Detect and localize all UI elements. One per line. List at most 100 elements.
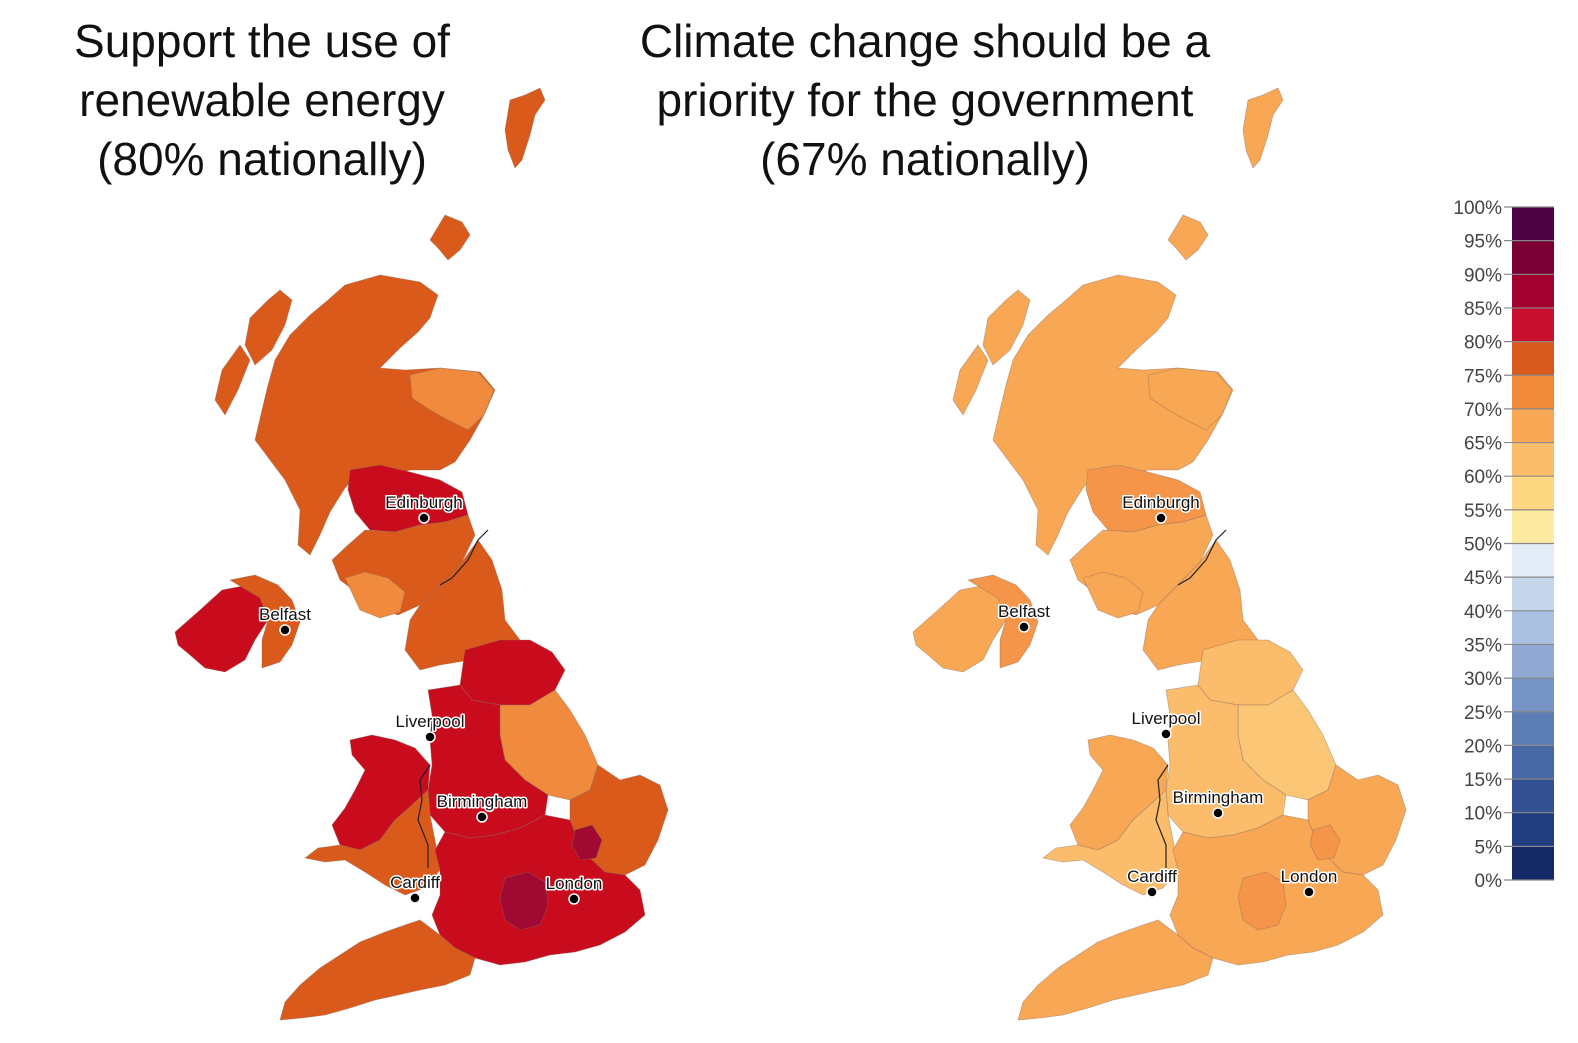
city-marker (424, 731, 436, 743)
region-islands (244, 289, 293, 366)
title-line: Support the use of (74, 15, 450, 67)
legend-tick-label: 80% (1464, 333, 1502, 354)
legend-swatch (1512, 442, 1554, 477)
city-label: Liverpool (1132, 709, 1201, 728)
legend-tick-label: 40% (1464, 602, 1502, 623)
region-london-core (499, 871, 549, 931)
city-label: Birmingham (1173, 788, 1264, 807)
map-title-climate-priority: Climate change should be a priority for … (590, 12, 1260, 189)
uk-map-climate-priority: Edinburgh Belfast Liverpool Birmingham Cardi… (912, 87, 1407, 1021)
city-marker (279, 624, 291, 636)
legend-tick-label: 5% (1475, 837, 1503, 858)
legend-tick-label: 100% (1453, 198, 1502, 219)
color-scale-legend: 100% 95% 90% 85% 80% 75% 70% 65% 60% 55% 50% 45% 40%… (1453, 198, 1554, 892)
legend-tick-label: 70% (1464, 400, 1502, 421)
region-ni-east (966, 574, 1039, 669)
region-ni-east (228, 574, 301, 669)
legend-tick-label: 95% (1464, 232, 1502, 253)
city-label: Cardiff (390, 873, 440, 892)
legend-tick-label: 20% (1464, 736, 1502, 757)
region-south-west (279, 919, 476, 1021)
legend-swatch (1512, 644, 1554, 679)
city-label: London (546, 874, 603, 893)
title-line: priority for the government (656, 74, 1194, 126)
city-label: Cardiff (1127, 867, 1177, 886)
legend-swatch (1512, 408, 1554, 444)
city-marker (1146, 886, 1158, 898)
legend-tick-label: 55% (1464, 501, 1502, 522)
legend-swatch (1512, 509, 1554, 544)
city-label: Edinburgh (385, 493, 463, 512)
region-islands (952, 344, 989, 416)
region-northern-ireland (912, 584, 1007, 673)
city-label: Birmingham (437, 792, 528, 811)
region-wales-south (304, 789, 441, 896)
legend-swatch (1512, 812, 1554, 847)
city-marker (418, 512, 430, 524)
title-line: Climate change should be a (639, 15, 1211, 67)
legend-swatch (1512, 207, 1554, 242)
legend-tick-label: 85% (1464, 299, 1502, 320)
legend-tick-label: 60% (1464, 467, 1502, 488)
region-scotland-sw (1082, 571, 1144, 619)
region-islands (429, 214, 471, 261)
city-label: Edinburgh (1122, 493, 1200, 512)
legend-swatch (1512, 577, 1554, 612)
legend-swatch (1512, 678, 1554, 713)
title-line: (80% nationally) (97, 133, 427, 185)
legend-swatch (1512, 711, 1554, 746)
legend-swatch (1512, 543, 1554, 578)
region-south-west (1017, 919, 1214, 1021)
city-label: Belfast (998, 602, 1050, 621)
region-scotland-ne (409, 367, 495, 431)
title-line: renewable energy (79, 74, 445, 126)
legend-tick-label: 50% (1464, 535, 1502, 556)
city-label: London (1281, 867, 1338, 886)
legend-swatch (1512, 240, 1554, 275)
city-marker (409, 892, 421, 904)
uk-map-renewable-energy: Edinburgh Belfast Liverpool Birmingham Cardi… (174, 87, 669, 1021)
region-islands (982, 289, 1031, 366)
city-label: Belfast (259, 605, 311, 624)
legend-tick-label: 10% (1464, 804, 1502, 825)
legend-swatch (1512, 610, 1554, 645)
national-border-line (1155, 764, 1169, 868)
region-london-core (1237, 871, 1287, 931)
legend-swatch (1512, 745, 1554, 780)
city-marker (568, 893, 580, 905)
legend-swatch (1512, 476, 1554, 511)
region-scotland-ne (1147, 367, 1233, 431)
region-islands (1167, 214, 1209, 261)
region-islands (214, 344, 251, 416)
national-border-line (417, 764, 431, 868)
city-marker (1303, 886, 1315, 898)
legend-tick-label: 0% (1475, 871, 1503, 892)
legend-tick-label: 65% (1464, 434, 1502, 455)
city-marker (1160, 728, 1172, 740)
legend-swatch (1512, 341, 1554, 376)
legend-tick-label: 15% (1464, 770, 1502, 791)
city-marker (476, 811, 488, 823)
national-border-line (439, 529, 489, 586)
legend-swatch (1512, 779, 1554, 814)
region-scotland-sw (344, 571, 406, 619)
region-london-core (1309, 824, 1341, 861)
region-islands (1242, 87, 1284, 169)
title-line: (67% nationally) (760, 133, 1090, 185)
legend-swatch (1512, 846, 1554, 881)
region-wales-south (1042, 789, 1179, 896)
city-marker (1018, 621, 1030, 633)
legend-tick-label: 25% (1464, 703, 1502, 724)
map-title-renewable-energy: Support the use of renewable energy (80%… (22, 12, 502, 189)
legend-tick-label: 45% (1464, 568, 1502, 589)
city-label: Liverpool (396, 712, 465, 731)
region-group (912, 87, 1407, 1021)
region-group (174, 87, 669, 1021)
legend-tick-label: 75% (1464, 366, 1502, 387)
region-northern-ireland (174, 584, 269, 673)
legend-swatch (1512, 274, 1554, 309)
legend-tick-label: 90% (1464, 265, 1502, 286)
legend-swatch (1512, 375, 1554, 410)
legend-swatch (1512, 307, 1554, 343)
city-marker (1212, 807, 1224, 819)
